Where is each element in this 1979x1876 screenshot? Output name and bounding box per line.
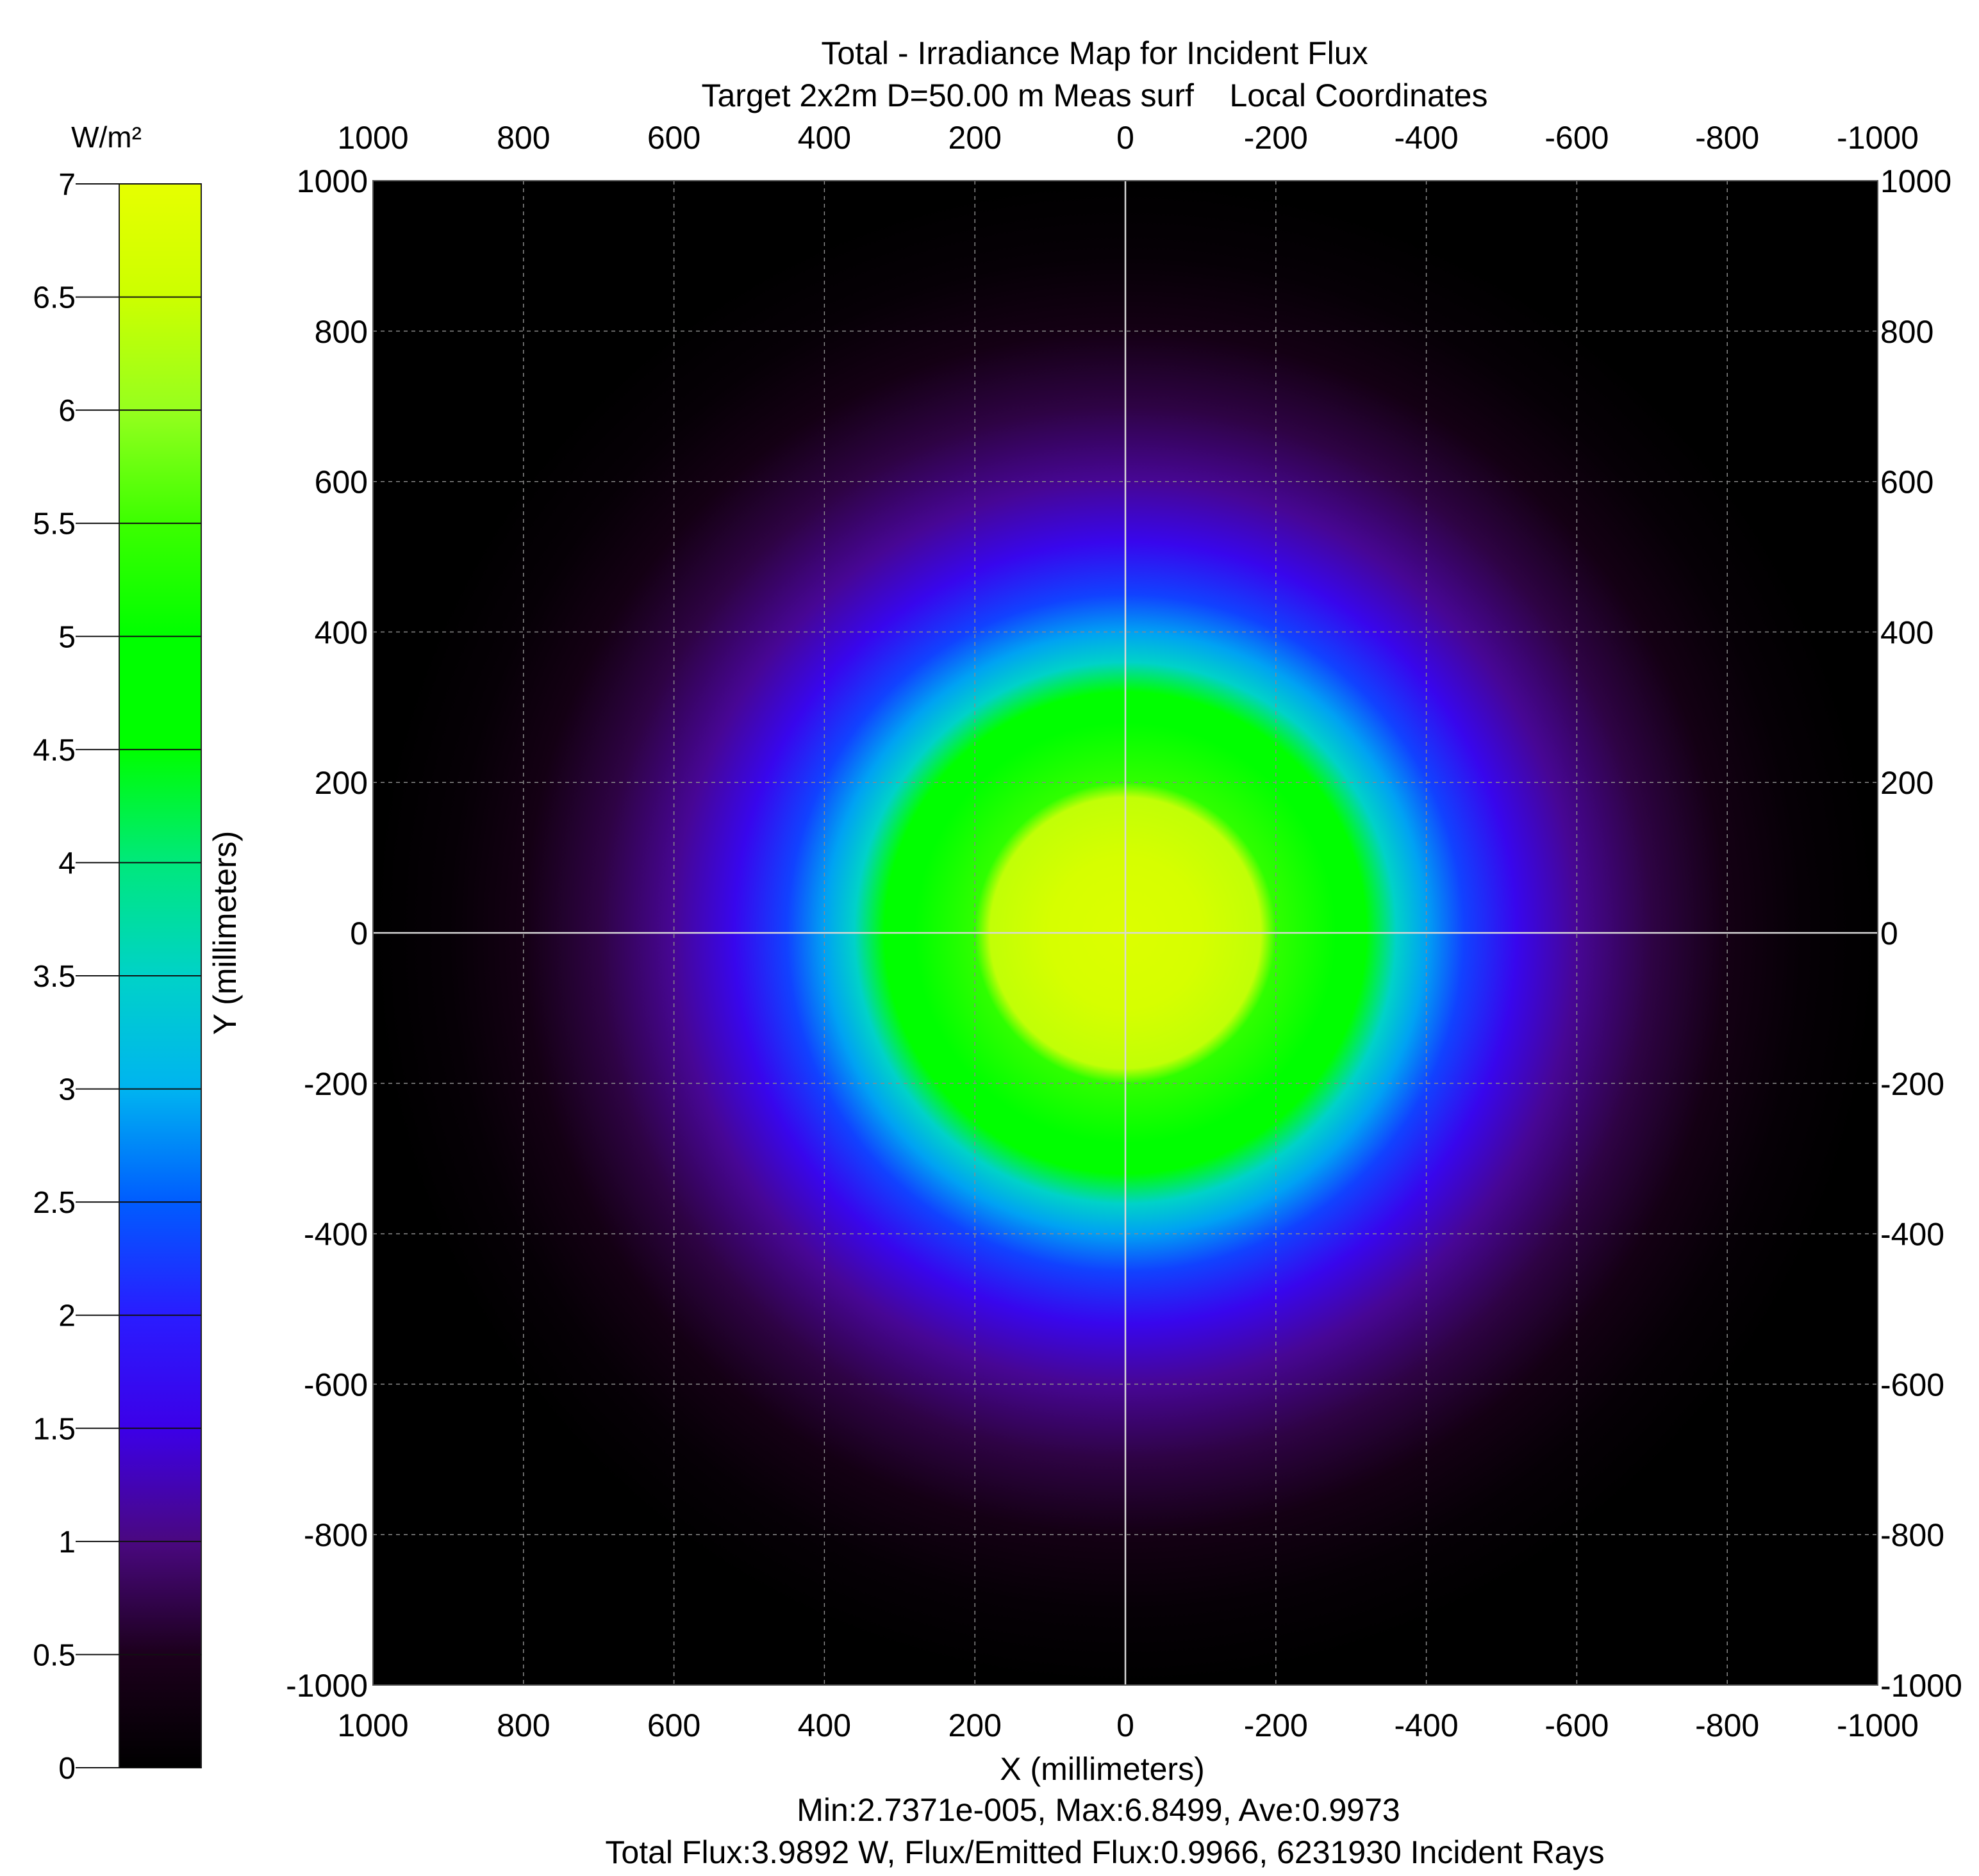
x-axis-label: X (millimeters)	[1000, 1751, 1204, 1787]
chart-subtitle: Target 2x2m D=50.00 m Meas surf Local Co…	[702, 78, 1488, 113]
y-tick-label-left: -400	[304, 1217, 368, 1253]
colorbar-tick-label: 6.5	[33, 281, 76, 315]
x-tick-label-bottom: 600	[647, 1707, 700, 1743]
x-tick-label-bottom: -800	[1695, 1707, 1759, 1743]
x-tick-label-top: 600	[647, 120, 700, 156]
x-tick-label-top: -600	[1544, 120, 1609, 156]
x-tick-label-bottom: -600	[1544, 1707, 1609, 1743]
y-tick-label-right: 600	[1880, 465, 1933, 500]
x-tick-label-bottom: 0	[1116, 1707, 1134, 1743]
y-tick-label-right: 800	[1880, 314, 1933, 350]
x-tick-label-top: 1000	[337, 120, 408, 156]
x-tick-label-bottom: -1000	[1837, 1707, 1919, 1743]
y-tick-label-right: 200	[1880, 765, 1933, 801]
x-tick-label-bottom: 400	[798, 1707, 851, 1743]
y-tick-label-right: 1000	[1880, 163, 1951, 199]
x-tick-label-bottom: -400	[1395, 1707, 1459, 1743]
y-axis-right-ticks: 1000 800 600 400 200 0 -200 -400 -600 -800 -1000	[1880, 163, 1962, 1704]
colorbar-tick-label: 6	[58, 394, 76, 428]
y-tick-label-right: -600	[1880, 1367, 1944, 1403]
colorbar: W/m² 0 0.5 1 1.5 2 2.5 3 3.5 4 4.5 5 5.5 6 6.5 7	[33, 120, 202, 1786]
colorbar-tick-label: 5	[58, 620, 76, 654]
colorbar-tick-label: 1	[58, 1526, 76, 1559]
colorbar-tick-label: 3	[58, 1073, 76, 1107]
x-tick-label-top: -800	[1695, 120, 1759, 156]
colorbar-tick-label: 2	[58, 1299, 76, 1333]
x-axis-top-ticks: 1000 800 600 400 200 0 -200 -400 -600 -800 -1000	[337, 120, 1919, 156]
stats-line-2: Total Flux:3.9892 W, Flux/Emitted Flux:0…	[605, 1834, 1604, 1870]
colorbar-ticks: 0 0.5 1 1.5 2 2.5 3 3.5 4 4.5 5 5.5 6 6.5 7	[33, 168, 201, 1786]
x-tick-label-top: -200	[1244, 120, 1308, 156]
x-tick-label-bottom: 1000	[337, 1707, 408, 1743]
y-axis-left-ticks: 1000 800 600 400 200 0 -200 -400 -600 -800 -1000	[286, 163, 368, 1704]
x-tick-label-bottom: 200	[948, 1707, 1001, 1743]
chart-title: Total - Irradiance Map for Incident Flux	[821, 35, 1368, 71]
colorbar-tick-label: 0	[58, 1752, 76, 1786]
x-axis-bottom-ticks: 1000 800 600 400 200 0 -200 -400 -600 -800 -1000	[337, 1707, 1919, 1743]
y-tick-label-left: 1000	[297, 163, 368, 199]
y-tick-label-left: 600	[315, 465, 368, 500]
y-tick-label-right: -200	[1880, 1066, 1944, 1102]
x-tick-label-top: 200	[948, 120, 1001, 156]
y-tick-label-right: 400	[1880, 614, 1933, 650]
x-tick-label-top: 0	[1116, 120, 1134, 156]
colorbar-tick-label: 2.5	[33, 1186, 76, 1220]
y-tick-label-left: 200	[315, 765, 368, 801]
plot-border	[372, 180, 1878, 1686]
y-tick-label-right: -800	[1880, 1517, 1944, 1553]
colorbar-tick-label: 4	[58, 846, 76, 880]
y-tick-label-left: 800	[315, 314, 368, 350]
y-axis-label: Y (millimeters)	[207, 831, 243, 1035]
colorbar-tick-label: 3.5	[33, 960, 76, 994]
colorbar-unit: W/m²	[71, 120, 142, 154]
x-tick-label-top: -1000	[1837, 120, 1919, 156]
y-tick-label-right: 0	[1880, 916, 1898, 951]
x-tick-label-top: 800	[497, 120, 550, 156]
y-tick-label-right: -400	[1880, 1217, 1944, 1253]
y-tick-label-right: -1000	[1880, 1668, 1962, 1704]
colorbar-tick-label: 4.5	[33, 734, 76, 768]
y-tick-label-left: -800	[304, 1517, 368, 1553]
stats-line-1: Min:2.7371e-005, Max:6.8499, Ave:0.9973	[797, 1792, 1400, 1828]
x-tick-label-bottom: 800	[497, 1707, 550, 1743]
grid-lines	[373, 181, 1878, 1685]
colorbar-tick-label: 1.5	[33, 1412, 76, 1446]
y-tick-label-left: -200	[304, 1066, 368, 1102]
colorbar-tick-label: 0.5	[33, 1638, 76, 1672]
heatmap-plot	[372, 180, 1878, 1686]
y-tick-label-left: -600	[304, 1367, 368, 1403]
colorbar-tick-label: 5.5	[33, 507, 76, 541]
x-tick-label-bottom: -200	[1244, 1707, 1308, 1743]
x-tick-label-top: -400	[1395, 120, 1459, 156]
y-tick-label-left: 0	[350, 916, 368, 951]
y-tick-label-left: 400	[315, 614, 368, 650]
x-tick-label-top: 400	[798, 120, 851, 156]
colorbar-tick-label: 7	[58, 168, 76, 202]
y-tick-label-left: -1000	[286, 1668, 368, 1704]
